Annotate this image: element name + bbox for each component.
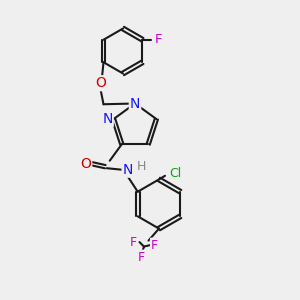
Text: O: O (95, 76, 106, 90)
Text: O: O (80, 157, 91, 171)
Text: Cl: Cl (169, 167, 181, 180)
Text: F: F (155, 33, 163, 46)
Text: N: N (102, 112, 113, 126)
Text: N: N (130, 97, 140, 110)
Text: F: F (151, 238, 158, 252)
Text: H: H (136, 160, 146, 173)
Text: F: F (137, 250, 145, 264)
Text: F: F (130, 236, 137, 249)
Text: N: N (123, 163, 133, 177)
